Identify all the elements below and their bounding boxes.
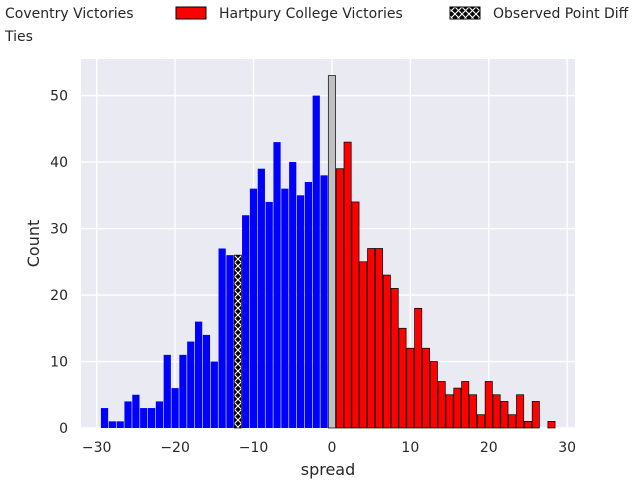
bar-hartpury-college-victories	[398, 327, 407, 429]
x-tick-label: −30	[82, 440, 112, 456]
bar-observed-point-diff	[233, 254, 242, 429]
bar-hartpury-college-victories	[375, 248, 383, 429]
bar-coventry-victories	[155, 401, 164, 428]
bar-hartpury-college-victories	[531, 401, 540, 429]
x-axis-label: spread	[301, 460, 356, 479]
legend-swatch-observed	[449, 6, 481, 20]
x-tick-label: 30	[558, 440, 576, 456]
x-tick-label: 20	[480, 440, 498, 456]
legend-label-ties: Ties	[4, 29, 33, 45]
bar-coventry-victories	[257, 168, 265, 428]
legend: Coventry Victories Hartpury College Vict…	[4, 6, 629, 45]
bar-ties	[327, 75, 336, 429]
bar-hartpury-college-victories	[476, 414, 485, 429]
bar-coventry-victories	[304, 182, 312, 428]
bar-hartpury-college-victories	[406, 347, 415, 429]
bar-hartpury-college-victories	[367, 248, 376, 429]
y-tick-label: 20	[50, 288, 68, 304]
bar-coventry-victories	[218, 248, 226, 428]
bar-hartpury-college-victories	[469, 394, 478, 429]
bar-coventry-victories	[187, 341, 195, 428]
legend-label-hartpury: Hartpury College Victories	[219, 6, 403, 22]
bar-hartpury-college-victories	[445, 394, 454, 429]
y-tick-label: 0	[59, 421, 68, 437]
bar-coventry-victories	[242, 215, 250, 428]
bar-coventry-victories	[147, 408, 156, 428]
bar-coventry-victories	[132, 394, 140, 428]
y-tick-label: 10	[50, 355, 68, 371]
bar-coventry-victories	[210, 361, 218, 428]
bar-coventry-victories	[273, 142, 281, 429]
bar-coventry-victories	[179, 354, 187, 428]
y-tick-label: 30	[50, 222, 68, 238]
bar-hartpury-college-victories	[453, 387, 462, 429]
bar-coventry-victories	[281, 188, 289, 428]
bar-coventry-victories	[202, 334, 211, 428]
bar-coventry-victories	[108, 421, 116, 428]
bar-coventry-victories	[124, 401, 132, 428]
y-tick-label: 50	[50, 89, 68, 105]
bar-hartpury-college-victories	[523, 421, 532, 429]
bar-coventry-victories	[163, 354, 171, 428]
bar-hartpury-college-victories	[508, 414, 517, 429]
bar-hartpury-college-victories	[343, 141, 352, 429]
bar-coventry-victories	[265, 201, 273, 428]
bar-coventry-victories	[171, 388, 179, 428]
bar-coventry-victories	[116, 421, 124, 428]
bar-coventry-victories	[320, 175, 328, 428]
bar-hartpury-college-victories	[484, 381, 493, 429]
bar-hartpury-college-victories	[429, 361, 438, 429]
bar-coventry-victories	[100, 408, 109, 428]
bar-coventry-victories	[289, 162, 297, 429]
x-tick-label: −10	[239, 440, 269, 456]
bar-hartpury-college-victories	[516, 394, 525, 429]
bar-coventry-victories	[296, 195, 305, 428]
x-tick-label: 10	[401, 440, 419, 456]
bars	[100, 75, 556, 429]
x-tick-label: 0	[327, 440, 336, 456]
bar-coventry-victories	[312, 95, 320, 428]
legend-label-observed: Observed Point Diff	[493, 6, 629, 22]
bar-coventry-victories	[195, 321, 203, 428]
bar-hartpury-college-victories	[500, 401, 509, 429]
bar-hartpury-college-victories	[461, 381, 470, 429]
bar-hartpury-college-victories	[492, 394, 501, 429]
legend-label-coventry: Coventry Victories	[5, 6, 134, 22]
x-tick-label: −20	[160, 440, 190, 456]
bar-hartpury-college-victories	[390, 288, 399, 429]
bar-hartpury-college-victories	[351, 201, 360, 429]
bar-hartpury-college-victories	[414, 307, 423, 429]
y-tick-label: 40	[50, 155, 68, 171]
bar-hartpury-college-victories	[382, 274, 391, 429]
legend-swatch-hartpury	[175, 6, 207, 20]
y-axis-label: Count	[24, 220, 43, 268]
bar-hartpury-college-victories	[422, 347, 430, 429]
bar-coventry-victories	[226, 255, 234, 428]
bar-hartpury-college-victories	[437, 381, 446, 429]
bar-hartpury-college-victories	[547, 421, 556, 429]
bar-coventry-victories	[249, 188, 258, 428]
bar-hartpury-college-victories	[335, 168, 344, 429]
bar-coventry-victories	[140, 408, 148, 428]
tick-labels: −30 −20 −10 0 10 20 30 0 10 20 30 40 50	[50, 89, 576, 456]
bar-hartpury-college-victories	[359, 261, 368, 429]
